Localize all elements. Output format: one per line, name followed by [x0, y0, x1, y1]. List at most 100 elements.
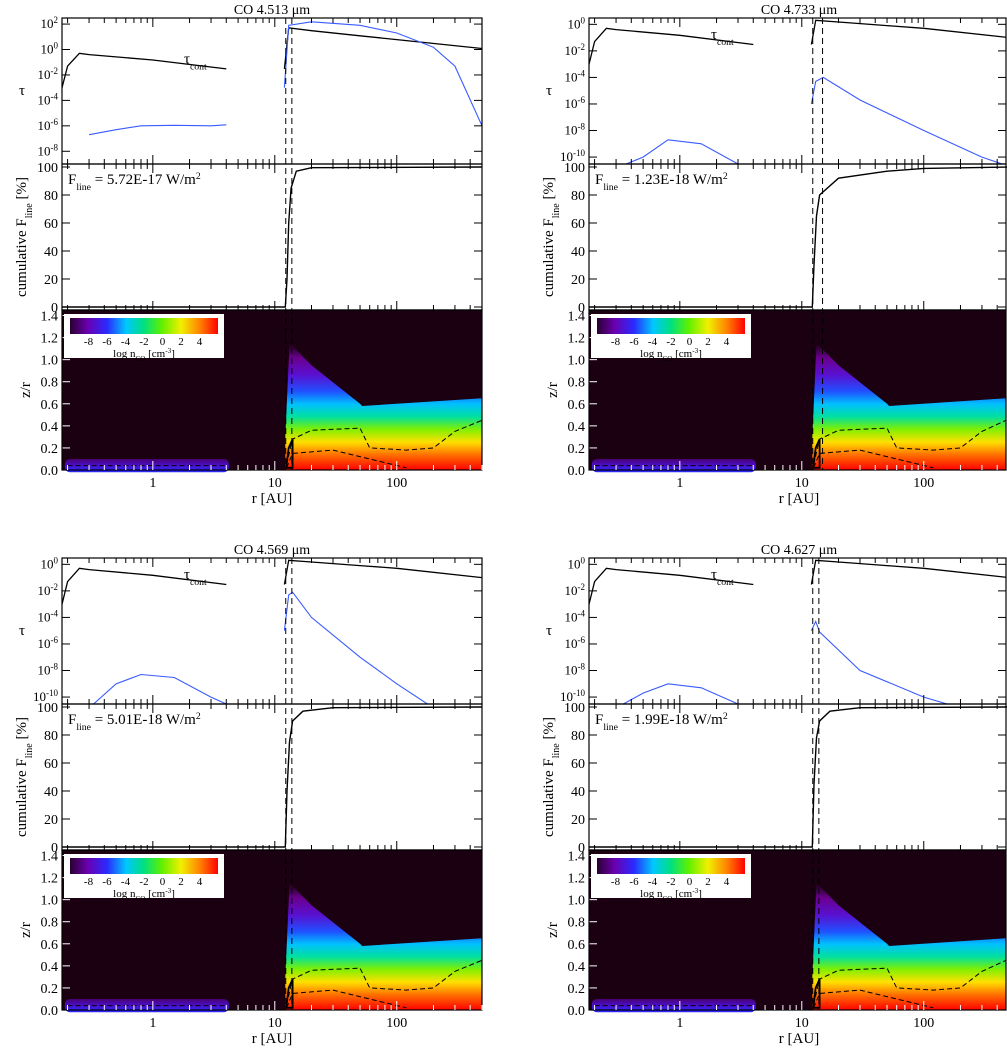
continuum-optical-depth-inner [589, 27, 754, 65]
x-tick-label: 10 [268, 476, 282, 491]
colorbar-tick-label: 2 [705, 336, 711, 348]
cumulative-flux-curve [589, 706, 1007, 848]
panel-frame [588, 309, 1007, 471]
cumulative-axis-label: cumulative Fline [%] [14, 177, 35, 297]
colorbar-tick-label: -6 [629, 336, 639, 348]
zr-axis-label: z/r [545, 922, 561, 938]
line-panel-group: CO 4.513 μmτcont10210010-210-410-610-8τ0… [14, 3, 483, 507]
x-tick-label: 100 [386, 476, 407, 491]
y-tick-label: 1.4 [568, 850, 586, 865]
y-tick-label: 0.8 [41, 376, 59, 391]
colorbar-tick-label: 4 [197, 336, 203, 348]
line-optical-depth-inner [92, 673, 227, 704]
x-tick-label: 100 [386, 1016, 407, 1031]
colorbar-label: log nCO [cm-3] [640, 887, 702, 903]
emission-contour [286, 419, 483, 465]
y-tick-label: 1.0 [568, 894, 586, 909]
y-tick-label: 0.2 [41, 982, 59, 997]
emission-contour [813, 959, 1007, 1005]
y-tick-label: 0.8 [41, 916, 59, 931]
y-tick-label: 10-10 [560, 688, 585, 704]
y-tick-label: 80 [44, 189, 58, 204]
line-panel-group: CO 4.733 μmτcont10010-210-410-610-810-10… [541, 3, 1007, 507]
colorbar [70, 318, 218, 334]
y-tick-label: 0.0 [568, 464, 586, 479]
emission-contour [813, 449, 934, 469]
y-tick-label: 0 [51, 301, 58, 316]
outer-disk-density [285, 883, 482, 1010]
y-tick-label: 60 [44, 217, 58, 232]
x-axis-label: r [AU] [779, 491, 819, 507]
panel-frame [588, 557, 1007, 705]
y-tick-label: 20 [44, 273, 58, 288]
y-tick-label: 10-6 [565, 95, 586, 111]
x-tick-label: 10 [795, 1016, 809, 1031]
line-optical-depth-outer [810, 619, 949, 704]
tau-axis-label: τ [546, 623, 552, 639]
line-panel-group: CO 4.569 μmτcont10010-210-410-610-810-10… [14, 543, 483, 1047]
continuum-optical-depth-outer [283, 27, 482, 69]
y-tick-label: 0 [578, 301, 585, 316]
line-optical-depth-inner [622, 683, 754, 704]
colorbar [597, 318, 745, 334]
cumulative-flux-curve [62, 706, 483, 848]
y-tick-label: 40 [571, 245, 585, 260]
y-tick-label: 1.0 [41, 354, 59, 369]
panel-frame [588, 17, 1007, 165]
tau-axis-label: τ [546, 83, 552, 99]
tau-axis-label: τ [19, 623, 25, 639]
y-tick-label: 102 [41, 15, 59, 31]
y-tick-label: 100 [568, 555, 586, 571]
outer-disk-density [812, 343, 1006, 470]
y-tick-label: 1.0 [568, 354, 586, 369]
colorbar-tick-label: 0 [687, 876, 693, 888]
continuum-optical-depth-inner [589, 567, 754, 605]
emitting-region-box [812, 978, 821, 1009]
y-tick-label: 1.2 [568, 872, 586, 887]
x-axis-label: r [AU] [252, 491, 292, 507]
colorbar-tick-label: -4 [648, 876, 658, 888]
y-tick-label: 10-2 [565, 582, 586, 598]
x-axis-label: r [AU] [779, 1031, 819, 1047]
flux-label: Fline = 1.99E-18 W/m2 [595, 711, 728, 733]
colorbar-tick-label: 4 [724, 876, 730, 888]
colorbar [597, 858, 745, 874]
y-tick-label: 0.2 [568, 442, 586, 457]
y-tick-label: 100 [41, 41, 59, 57]
y-tick-label: 80 [44, 729, 58, 744]
colorbar-tick-label: -6 [629, 876, 639, 888]
y-tick-label: 100 [41, 555, 59, 571]
cumulative-flux-curve [62, 166, 483, 308]
panel-title: CO 4.569 μm [234, 543, 310, 558]
colorbar-tick-label: -2 [139, 336, 148, 348]
y-tick-label: 100 [568, 15, 586, 31]
y-tick-label: 20 [571, 813, 585, 828]
line-optical-depth-outer [810, 76, 1004, 164]
y-tick-label: 10-8 [565, 122, 586, 138]
colorbar-tick-label: -2 [666, 336, 675, 348]
colorbar-label: log nCO [cm-3] [113, 347, 175, 363]
y-tick-label: 1.4 [41, 310, 59, 325]
y-tick-label: 40 [44, 785, 58, 800]
colorbar-tick-label: 4 [724, 336, 730, 348]
y-tick-label: 60 [571, 757, 585, 772]
colorbar-tick-label: -4 [121, 876, 131, 888]
panel-frame [61, 849, 483, 1011]
y-tick-label: 80 [571, 189, 585, 204]
y-tick-label: 100 [564, 161, 585, 176]
y-tick-label: 60 [571, 217, 585, 232]
y-tick-label: 0.6 [41, 398, 59, 413]
panel-frame [61, 17, 483, 165]
tau-cont-label: τcont [711, 27, 734, 48]
outer-disk-density [812, 883, 1006, 1010]
flux-label: Fline = 5.01E-18 W/m2 [68, 711, 201, 733]
colorbar-tick-label: -6 [102, 336, 112, 348]
x-tick-label: 10 [795, 476, 809, 491]
colorbar-tick-label: -4 [121, 336, 131, 348]
y-tick-label: 0.2 [41, 442, 59, 457]
emission-contour [286, 959, 483, 1005]
emission-contour [813, 419, 1007, 465]
y-tick-label: 60 [44, 757, 58, 772]
y-tick-label: 10-10 [33, 688, 58, 704]
